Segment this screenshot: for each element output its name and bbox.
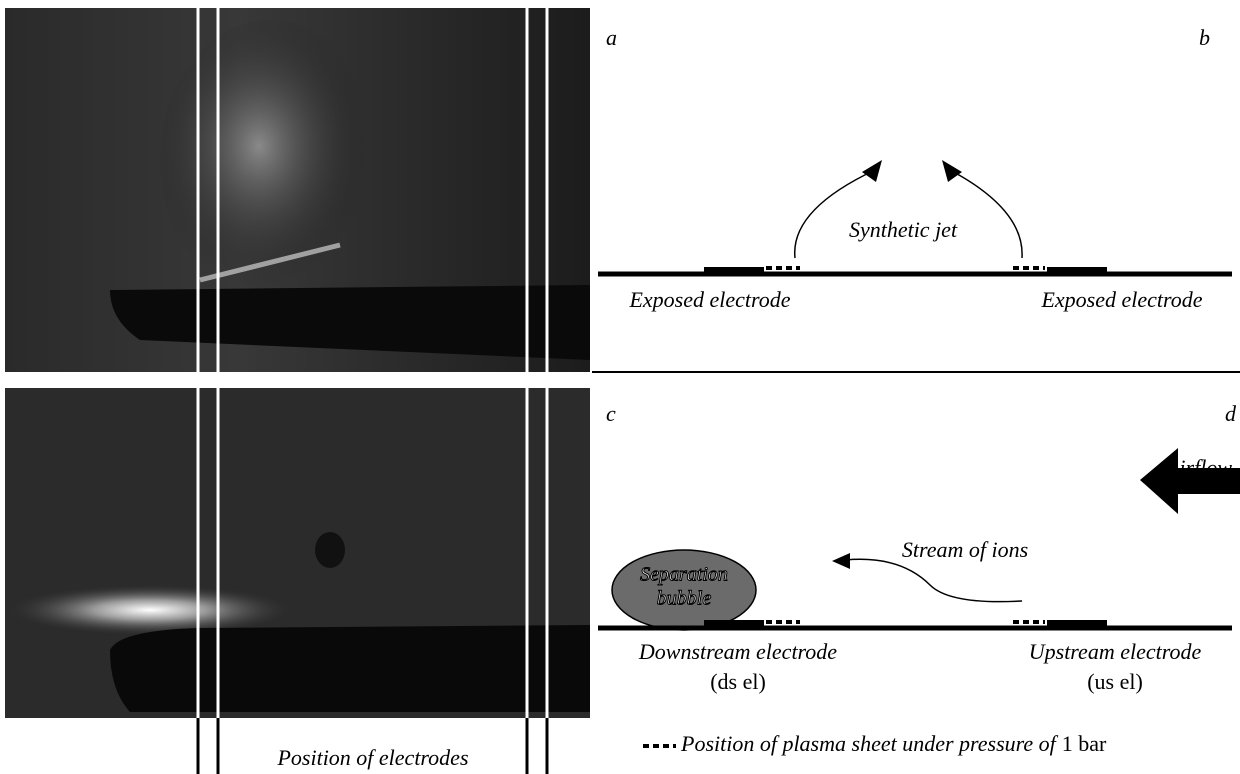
figure: Position of electrodes a b Synthetic jet…: [0, 0, 1240, 774]
electrode: [1047, 267, 1107, 275]
panel-label: c: [606, 401, 616, 426]
photo-caption: Position of electrodes: [276, 745, 468, 770]
label: Downstream electrode: [638, 639, 837, 664]
legend-value: 1 bar: [1062, 731, 1107, 756]
arrow-head: [942, 160, 962, 182]
label: Exposed electrode: [1040, 287, 1202, 312]
bubble-label: bubble: [657, 588, 712, 610]
photo-top: [5, 8, 590, 372]
bubble-label: Separation: [640, 564, 728, 586]
label: Synthetic jet: [849, 217, 958, 242]
panel-label: a: [606, 25, 617, 50]
electrode: [1047, 620, 1107, 628]
legend-text: Position of plasma sheet under pressure …: [680, 731, 1059, 756]
label: (us el): [1087, 669, 1143, 694]
photo-bottom: [5, 388, 590, 718]
electrode: [704, 267, 764, 275]
ion-arrow: [845, 559, 1022, 601]
label: Stream of ions: [902, 537, 1028, 562]
label: Exposed electrode: [628, 287, 790, 312]
panel-label: b: [1199, 25, 1210, 50]
label: (ds el): [710, 669, 766, 694]
panel-label: d: [1225, 401, 1237, 426]
photo-gap: [5, 372, 590, 388]
arrow-head: [862, 160, 882, 182]
jet-arrow: [795, 170, 875, 258]
electrode: [704, 620, 764, 628]
jet-arrow: [950, 170, 1022, 258]
label: Airflow: [1164, 455, 1232, 480]
arrow-head: [832, 553, 850, 569]
label: Upstream electrode: [1029, 639, 1202, 664]
